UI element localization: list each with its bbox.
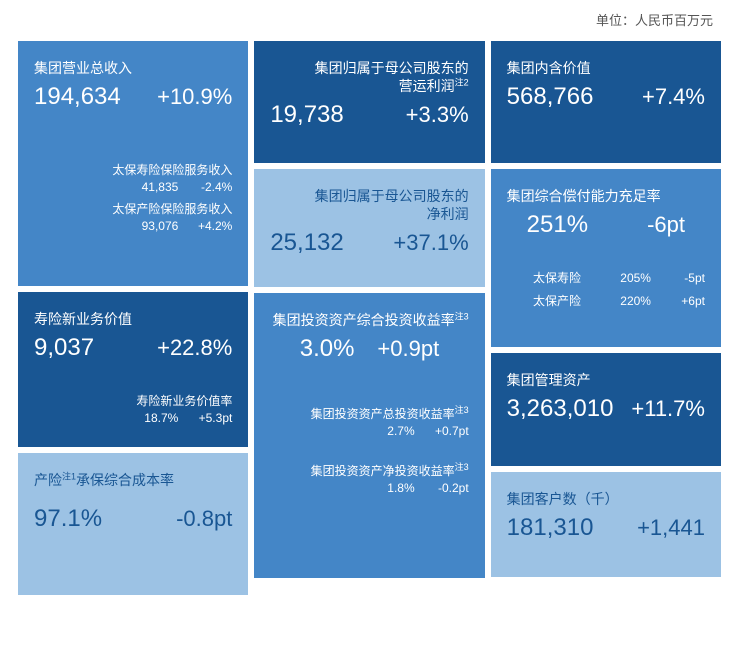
card-title: 集团管理资产 [507,371,705,389]
card-operating-profit: 集团归属于母公司股东的营运利润注2 19,738 +3.3% [254,41,484,163]
main-delta: +1,441 [637,515,705,541]
sub-delta: +4.2% [194,219,232,233]
main-value: 3.0% [300,335,355,363]
main-delta: +0.9pt [377,336,439,362]
main-value: 19,738 [270,101,343,129]
sub-row: 18.7% +5.3pt [34,411,232,425]
column-1: 集团营业总收入 194,634 +10.9% 太保寿险保险服务收入 41,835… [18,41,248,595]
main-value: 97.1% [34,505,102,533]
sub-delta: -2.4% [194,180,232,194]
sub-label: 太保产险 [533,292,593,309]
sub-delta: +6pt [667,294,705,308]
card-title: 寿险新业务价值 [34,310,232,328]
sub-delta: -5pt [667,271,705,285]
main-delta: +7.4% [642,84,705,110]
card-net-profit: 集团归属于母公司股东的净利润 25,132 +37.1% [254,169,484,287]
main-row: 9,037 +22.8% [34,334,232,362]
card-title: 集团投资资产综合投资收益率注3 [270,311,468,329]
sub-label: 寿险新业务价值率 [34,392,232,409]
main-delta: +22.8% [157,335,232,361]
main-row: 19,738 +3.3% [270,101,468,129]
sub-value: 18.7% [136,411,178,425]
sub-value: 220% [609,294,651,308]
card-investment-return: 集团投资资产综合投资收益率注3 3.0% +0.9pt 集团投资资产总投资收益率… [254,293,484,578]
main-value: 194,634 [34,83,121,111]
main-row: 251% -6pt [507,211,705,239]
sub-value: 2.7% [373,424,415,438]
main-value: 9,037 [34,334,94,362]
main-row: 568,766 +7.4% [507,83,705,111]
sub-row: 93,076 +4.2% [34,219,232,233]
main-row: 194,634 +10.9% [34,83,232,111]
sub-value: 41,835 [136,180,178,194]
main-row: 97.1% -0.8pt [34,505,232,533]
column-3: 集团内含价值 568,766 +7.4% 集团综合偿付能力充足率 251% -6… [491,41,721,595]
main-delta: -6pt [647,212,685,238]
sub-delta: +5.3pt [194,411,232,425]
sub-delta: +0.7pt [431,424,469,438]
card-title: 集团归属于母公司股东的营运利润注2 [270,59,468,95]
main-row: 3.0% +0.9pt [270,335,468,363]
metrics-grid: 集团营业总收入 194,634 +10.9% 太保寿险保险服务收入 41,835… [18,41,721,595]
sub-row: 太保产险 220% +6pt [507,292,705,309]
sub-value: 1.8% [373,481,415,495]
sub-block: 集团投资资产总投资收益率注3 2.7% +0.7pt 集团投资资产净投资收益率注… [270,403,468,501]
main-row: 3,263,010 +11.7% [507,395,705,423]
main-value: 251% [527,211,588,239]
main-value: 3,263,010 [507,395,614,423]
card-title: 集团综合偿付能力充足率 [507,187,705,205]
card-property-combined-ratio: 产险注1承保综合成本率 97.1% -0.8pt [18,453,248,595]
sub-label: 集团投资资产总投资收益率注3 [270,403,468,422]
sub-row: 太保寿险 205% -5pt [507,269,705,286]
sub-block: 寿险新业务价值率 18.7% +5.3pt [34,392,232,431]
main-delta: +10.9% [157,84,232,110]
card-title: 产险注1承保综合成本率 [34,471,232,489]
column-2: 集团归属于母公司股东的营运利润注2 19,738 +3.3% 集团归属于母公司股… [254,41,484,595]
sub-label: 集团投资资产净投资收益率注3 [270,460,468,479]
main-value: 25,132 [270,229,343,257]
main-value: 568,766 [507,83,594,111]
card-title: 集团内含价值 [507,59,705,77]
sub-value: 205% [609,271,651,285]
card-solvency-ratio: 集团综合偿付能力充足率 251% -6pt 太保寿险 205% -5pt 太保产… [491,169,721,347]
card-title: 集团归属于母公司股东的净利润 [270,187,468,223]
main-row: 25,132 +37.1% [270,229,468,257]
main-value: 181,310 [507,514,594,542]
sub-label: 太保寿险保险服务收入 [34,161,232,178]
card-title: 集团营业总收入 [34,59,232,77]
card-customers: 集团客户数（千） 181,310 +1,441 [491,472,721,577]
main-row: 181,310 +1,441 [507,514,705,542]
card-title: 集团客户数（千） [507,490,705,508]
sub-block: 太保寿险保险服务收入 41,835 -2.4% 太保产险保险服务收入 93,07… [34,161,232,239]
sub-block: 太保寿险 205% -5pt 太保产险 220% +6pt [507,269,705,315]
card-embedded-value: 集团内含价值 568,766 +7.4% [491,41,721,163]
card-group-revenue: 集团营业总收入 194,634 +10.9% 太保寿险保险服务收入 41,835… [18,41,248,286]
main-delta: +3.3% [406,102,469,128]
sub-row: 2.7% +0.7pt [270,424,468,438]
sub-label: 太保产险保险服务收入 [34,200,232,217]
main-delta: +37.1% [393,230,468,256]
sub-value: 93,076 [136,219,178,233]
sub-row: 1.8% -0.2pt [270,481,468,495]
unit-label: 单位：人民币百万元 [18,10,721,29]
main-delta: -0.8pt [176,506,232,532]
sub-delta: -0.2pt [431,481,469,495]
card-life-new-business: 寿险新业务价值 9,037 +22.8% 寿险新业务价值率 18.7% +5.3… [18,292,248,447]
main-delta: +11.7% [631,396,705,422]
card-aum: 集团管理资产 3,263,010 +11.7% [491,353,721,466]
sub-row: 41,835 -2.4% [34,180,232,194]
sub-label: 太保寿险 [533,269,593,286]
